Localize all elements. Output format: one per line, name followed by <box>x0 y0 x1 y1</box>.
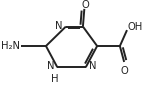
Text: OH: OH <box>128 22 143 32</box>
Text: N: N <box>55 21 62 31</box>
Text: H: H <box>51 74 58 84</box>
Text: O: O <box>81 0 89 10</box>
Text: H₂N: H₂N <box>1 41 20 51</box>
Text: O: O <box>120 66 128 76</box>
Text: N: N <box>47 61 55 71</box>
Text: N: N <box>89 61 96 71</box>
